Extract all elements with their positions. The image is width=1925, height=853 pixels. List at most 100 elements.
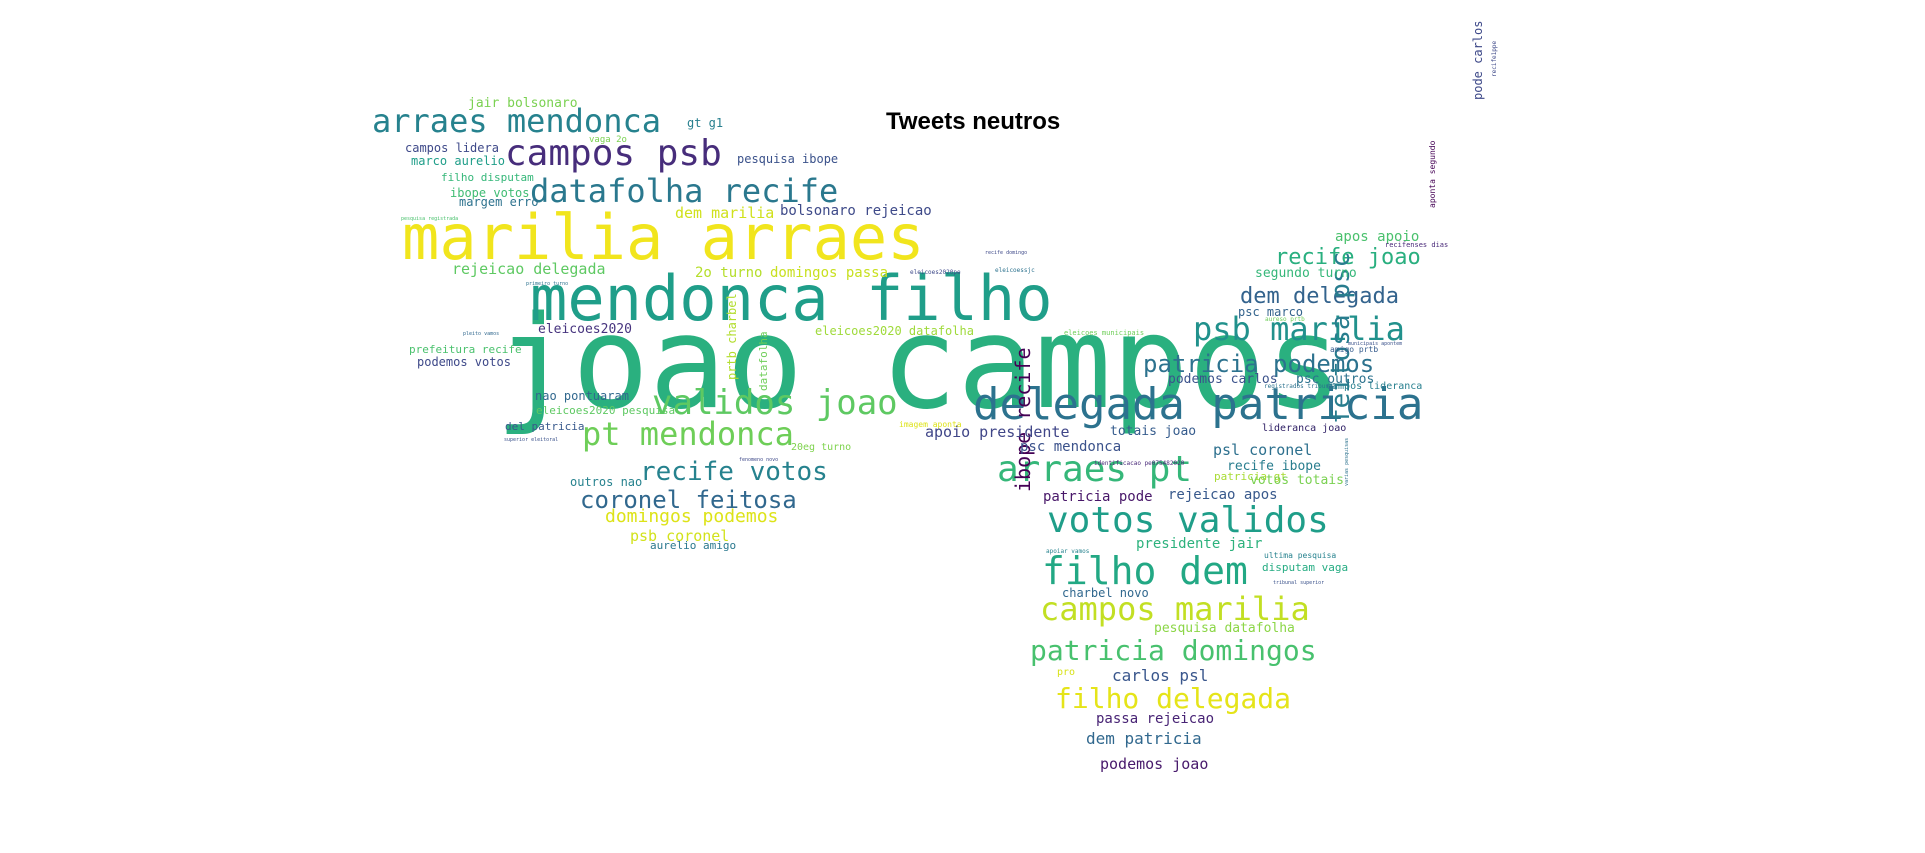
cloud-word-delegada-patricia: delegada patricia	[973, 379, 1424, 430]
cloud-word-charbel-novo: charbel novo	[1062, 586, 1149, 600]
cloud-word-primeiro-turno: primeiro turno	[526, 281, 569, 287]
cloud-word-eleicoes2020pe: eleicoes2020pe	[910, 269, 961, 276]
cloud-word-disputam-vaga: disputam vaga	[1262, 561, 1349, 574]
cloud-word-datafolha-recife: datafolha recife	[530, 172, 839, 210]
cloud-word-recifenses-dias: recifenses dias	[1385, 241, 1449, 249]
cloud-word-registrados-tribunal: registrados tribunal	[1264, 383, 1337, 390]
cloud-word-rejeicao-delegada: rejeicao delegada	[452, 260, 606, 278]
cloud-word-prtb-charbel: prtb charbel	[725, 293, 739, 380]
cloud-word-prefeitura-recife: prefeitura recife	[409, 343, 522, 356]
cloud-word-passa-rejeicao: passa rejeicao	[1096, 711, 1215, 727]
cloud-word-domingos-passa: domingos passa	[770, 265, 889, 281]
cloud-word-patricia-domingos: patricia domingos	[1030, 634, 1317, 667]
cloud-word-pt-mendonca: pt mendonca	[582, 415, 794, 453]
cloud-word-joao-campos: joao campos	[495, 289, 1343, 438]
cloud-word-margem-erro: margem erro	[459, 195, 539, 209]
cloud-word-outros-nao: outros nao	[570, 475, 643, 489]
cloud-word-eleicoes2020-datafolha: eleicoes2020 datafolha	[815, 324, 974, 338]
cloud-word-rejeicao-apos: rejeicao apos	[1168, 487, 1278, 503]
cloud-word-patricia-gt: patricia gt	[1214, 470, 1287, 483]
cloud-word-validos-joao: validos joao	[652, 383, 898, 423]
cloud-word-pode-carlos: pode carlos	[1471, 20, 1485, 100]
cloud-word-pro: pro	[1057, 667, 1076, 678]
cloud-word-lideranca-joao: lideranca joao	[1262, 423, 1347, 434]
cloud-word-campos-lidera: campos lidera	[405, 141, 499, 155]
cloud-word-superior-eleitoral: superior eleitoral	[504, 437, 559, 443]
cloud-word-arraes-pt: arraes pt	[997, 449, 1193, 490]
cloud-word-segundo-turno: segundo turno	[1255, 266, 1357, 281]
cloud-word-psc-outros: psc outros	[1296, 372, 1375, 387]
cloud-word-2o-turno: 2o turno	[695, 265, 763, 281]
cloud-word-recife1ppe: recife1ppe	[1491, 40, 1498, 77]
cloud-word-tribunal-superior: tribunal superior	[1273, 580, 1325, 586]
cloud-word-campos-psb: campos psb	[505, 133, 722, 174]
cloud-word-podemos-joao: podemos joao	[1100, 755, 1209, 773]
cloud-word-psb-marilia: psb marilia	[1193, 310, 1405, 348]
cloud-word-votos-totais: votos totais	[1250, 473, 1344, 488]
cloud-word-fenomeno-novo: fenomeno novo	[739, 457, 779, 463]
cloud-word-campos-marilia: campos marilia	[1040, 590, 1310, 628]
cloud-word-patricia-podemos: patricia podemos	[1143, 350, 1375, 378]
cloud-word-pesquisa-ibope: pesquisa ibope	[737, 152, 839, 166]
cloud-word-pleito-vamos: pleito vamos	[463, 331, 500, 337]
cloud-word-pesquisa-datafolha: pesquisa datafolha	[1154, 621, 1295, 636]
cloud-word-varias-pesquisas: varias pesquisas	[1344, 437, 1350, 486]
cloud-word-ibope-votos: ibope votos	[450, 186, 530, 200]
cloud-word-ibope-recife: ibope recife	[1011, 347, 1035, 493]
cloud-word-filho-delegada: filho delegada	[1055, 682, 1292, 715]
cloud-word-apoiar-vamos: apoiar vamos	[1046, 548, 1090, 555]
cloud-word-eleicoes2020-pesquisa: eleicoes2020 pesquisa	[536, 404, 676, 417]
cloud-word-psb-coronel: psb coronel	[630, 527, 730, 545]
cloud-word-bolsonaro-rejeicao: bolsonaro rejeicao	[780, 203, 932, 219]
cloud-word-nao-pontuaram: nao pontuaram	[535, 389, 629, 403]
cloud-word-presidente-jair: presidente jair	[1136, 536, 1263, 552]
cloud-word-imagem-aponta: imagem aponta	[899, 420, 962, 429]
cloud-word-amigo-prtb: amigo prtb	[1330, 345, 1379, 354]
cloud-word-20eg-turno: 20eg turno	[791, 442, 852, 453]
cloud-word-recife-ibope: recife ibope	[1227, 459, 1321, 474]
cloud-word-dem-patricia: dem patricia	[1086, 729, 1202, 748]
cloud-word-aureso-prtb: aureso prtb	[1265, 316, 1305, 323]
cloud-word-eleicoes2020: eleicoes2020	[538, 322, 632, 337]
cloud-word-recife-domingo: recife domingo	[985, 250, 1028, 256]
cloud-word-votos-validos: votos validos	[1047, 500, 1329, 541]
cloud-word-marco-aurelio: marco aurelio	[411, 154, 505, 168]
cloud-word-eleicoes-municipais: eleicoes municipais	[1064, 329, 1145, 337]
cloud-word-filho-disputam: filho disputam	[441, 171, 534, 184]
cloud-word-podemos-carlos: podemos carlos	[1168, 372, 1278, 387]
cloud-word-domingos-podemos: domingos podemos	[605, 506, 779, 527]
cloud-word-aurelio-amigo: aurelio amigo	[650, 539, 737, 552]
cloud-word-totais-joao: totais joao	[1110, 424, 1197, 439]
cloud-word-del-patricia: del patricia	[505, 420, 585, 433]
cloud-word-jair-bolsonaro: jair bolsonaro	[468, 96, 578, 111]
cloud-word-recife-joao: recife joao	[1275, 245, 1421, 270]
cloud-word-psc-mendonca: psc mendonca	[1020, 439, 1122, 455]
cloud-word-marilia-arraes: marilia arraes	[402, 201, 925, 274]
cloud-word-apos-apoio: apos apoio	[1335, 229, 1420, 245]
cloud-word-dem-marilia: dem marilia	[675, 204, 775, 222]
cloud-word-datafolha: datafolha	[757, 331, 770, 391]
cloud-word-campos-lideranca: campos lideranca	[1326, 381, 1423, 392]
cloud-word-coronel-feitosa: coronel feitosa	[580, 486, 797, 514]
cloud-word-podemos-votos: podemos votos	[417, 355, 511, 369]
cloud-word-vaga-2o: vaga 2o	[589, 135, 627, 145]
chart-title: Tweets neutros	[886, 108, 1061, 135]
cloud-word-ultima-pesquisa: ultima pesquisa	[1264, 551, 1337, 560]
cloud-word-eleicoessjc: eleicoessjc	[995, 267, 1035, 274]
cloud-word-carlos-psl: carlos psl	[1112, 666, 1209, 685]
cloud-word-psc-marco: psc marco	[1238, 305, 1304, 319]
cloud-word-apoio-presidente: apoio presidente	[925, 423, 1070, 441]
cloud-word-aponta-segundo: aponta segundo	[1428, 140, 1437, 208]
cloud-word-filho-dem: filho dem	[1042, 549, 1248, 593]
cloud-word-arraes-mendonca: arraes mendonca	[372, 102, 661, 140]
cloud-word-recife-votos: recife votos	[640, 457, 828, 487]
cloud-word-psl-coronel: psl coronel	[1213, 441, 1313, 459]
cloud-word-mendonca-filho: mendonca filho	[530, 262, 1053, 335]
cloud-word-patricia-pode: patricia pode	[1043, 489, 1153, 505]
cloud-word-gt-g1: gt g1	[687, 116, 724, 130]
cloud-word-identificacao-pe075482020: identificacao pe075482020	[1094, 460, 1185, 467]
cloud-word-pesquisa-registrada: pesquisa registrada	[401, 216, 459, 222]
cloud-word-dem-delegada: dem delegada	[1240, 284, 1399, 309]
cloud-word-municipais-apontem: municipais apontem	[1348, 341, 1403, 347]
